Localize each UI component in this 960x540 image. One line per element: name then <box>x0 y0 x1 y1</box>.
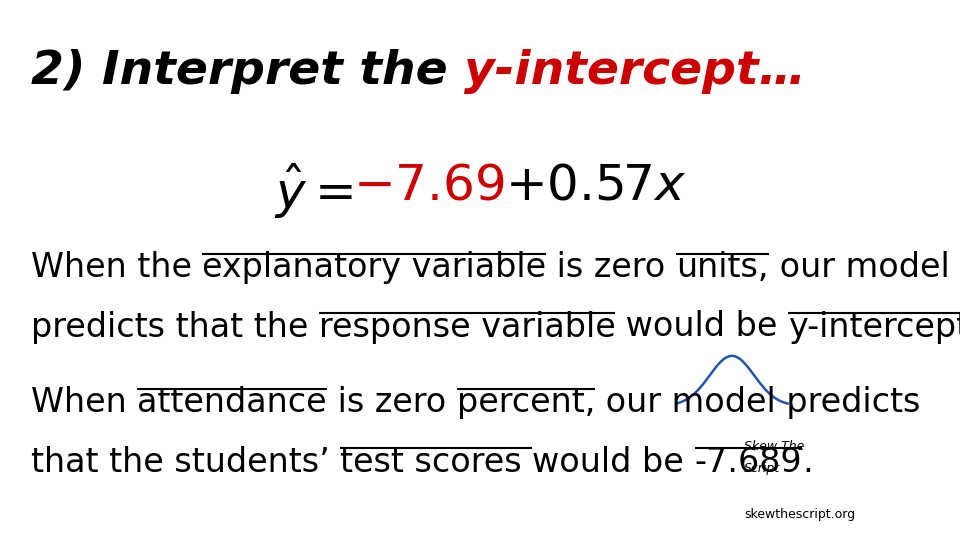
Text: .: . <box>803 446 813 478</box>
Text: 2) Interpret the: 2) Interpret the <box>31 49 464 93</box>
Text: $-7.69$: $-7.69$ <box>353 162 505 210</box>
Text: y-intercept…: y-intercept… <box>464 49 805 93</box>
Text: units,: units, <box>677 251 769 284</box>
Text: would be: would be <box>533 446 695 478</box>
Text: When the: When the <box>31 251 203 284</box>
Text: y-intercept: y-intercept <box>788 310 960 343</box>
Text: our model predicts: our model predicts <box>595 386 921 419</box>
Text: -7.689: -7.689 <box>695 446 803 478</box>
Text: attendance: attendance <box>137 386 326 419</box>
Text: explanatory variable: explanatory variable <box>203 251 546 284</box>
Text: percent,: percent, <box>457 386 595 419</box>
Text: is zero: is zero <box>546 251 677 284</box>
Text: Skew The: Skew The <box>744 440 804 453</box>
Text: $\hat{y} = $: $\hat{y} = $ <box>274 162 353 221</box>
Text: that the students’: that the students’ <box>31 446 340 478</box>
Text: response variable: response variable <box>319 310 615 343</box>
Text: Script: Script <box>744 462 780 475</box>
Text: is zero: is zero <box>326 386 457 419</box>
Text: would be: would be <box>615 310 788 343</box>
Text: When: When <box>31 386 137 419</box>
Text: predicts that the: predicts that the <box>31 310 319 343</box>
Text: test scores: test scores <box>340 446 533 478</box>
Text: $+ 0.57x$: $+ 0.57x$ <box>505 162 686 210</box>
Text: our model: our model <box>769 251 949 284</box>
Text: skewthescript.org: skewthescript.org <box>744 508 855 521</box>
